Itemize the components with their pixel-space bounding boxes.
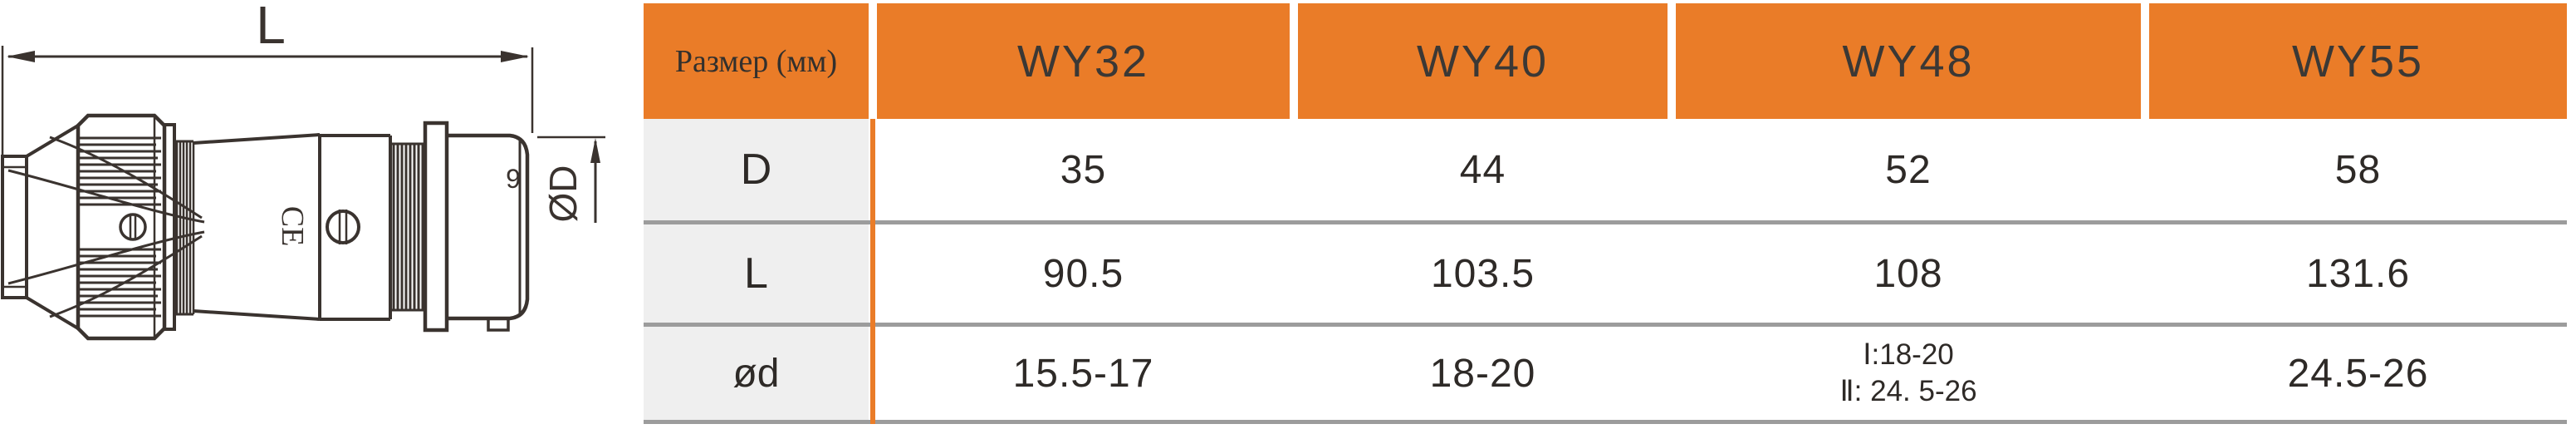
knurled-nut-section xyxy=(76,113,167,341)
connector-technical-drawing: L ØD xyxy=(1,0,605,341)
column-header-wy48: WY48 xyxy=(1676,3,2141,119)
row-label: ød xyxy=(644,327,869,420)
column-header-wy40: WY40 xyxy=(1298,3,1668,119)
value-cell: 18-20 xyxy=(1298,327,1668,420)
value-cell: Ⅰ:18-20 Ⅱ: 24. 5-26 xyxy=(1676,327,2141,420)
screw-head-icon xyxy=(119,213,147,241)
arrow-left-icon xyxy=(7,51,35,62)
arrow-right-icon xyxy=(501,51,529,62)
value-cell: 103.5 xyxy=(1298,224,1668,323)
size-header-cell: Размер (мм) xyxy=(644,3,869,119)
front-shell-section: 9 xyxy=(447,133,530,332)
table-header-row: Размер (мм) WY32 WY40 WY48 WY55 xyxy=(644,3,2567,119)
value-cell: 44 xyxy=(1298,119,1668,220)
mid-cylinder-section xyxy=(320,134,392,321)
thread-section-rear xyxy=(163,123,195,331)
knurl-band-bottom xyxy=(76,248,161,318)
diameter-dimension: ØD xyxy=(537,136,605,223)
length-dimension: L xyxy=(1,0,534,155)
knurl-band-top xyxy=(76,136,161,206)
value-cell: 131.6 xyxy=(2149,224,2567,323)
cone-body-section: CE xyxy=(193,133,321,321)
value-cell: 15.5-17 xyxy=(877,327,1290,420)
column-header-wy55: WY55 xyxy=(2149,3,2567,119)
value-cell: 35 xyxy=(877,119,1290,220)
value-cell: 24.5-26 xyxy=(2149,327,2567,420)
thread-section-front xyxy=(390,142,425,312)
diameter-dim-label: ØD xyxy=(541,165,585,223)
ce-mark: CE xyxy=(275,206,310,247)
column-header-wy32: WY32 xyxy=(877,3,1290,119)
key-tab xyxy=(487,317,510,332)
row-label: D xyxy=(644,119,869,220)
value-cell: 108 xyxy=(1676,224,2141,323)
value-cell: 58 xyxy=(2149,119,2567,220)
length-dim-label: L xyxy=(256,0,286,55)
dimensions-table: Размер (мм) WY32 WY40 WY48 WY55 D 35 44 … xyxy=(644,3,2567,424)
mounting-flange xyxy=(423,121,449,333)
shell-digit-mark: 9 xyxy=(506,164,521,194)
table-row-d: D 35 44 52 58 xyxy=(644,119,2567,224)
label-column-divider xyxy=(870,119,875,424)
arrow-up-icon xyxy=(590,138,600,163)
value-cell: 90.5 xyxy=(877,224,1290,323)
table-row-od: ød 15.5-17 18-20 Ⅰ:18-20 Ⅱ: 24. 5-26 24.… xyxy=(644,327,2567,424)
screw-head-icon xyxy=(326,210,360,244)
row-label: L xyxy=(644,224,869,323)
table-row-l: L 90.5 103.5 108 131.6 xyxy=(644,224,2567,327)
value-cell: 52 xyxy=(1676,119,2141,220)
